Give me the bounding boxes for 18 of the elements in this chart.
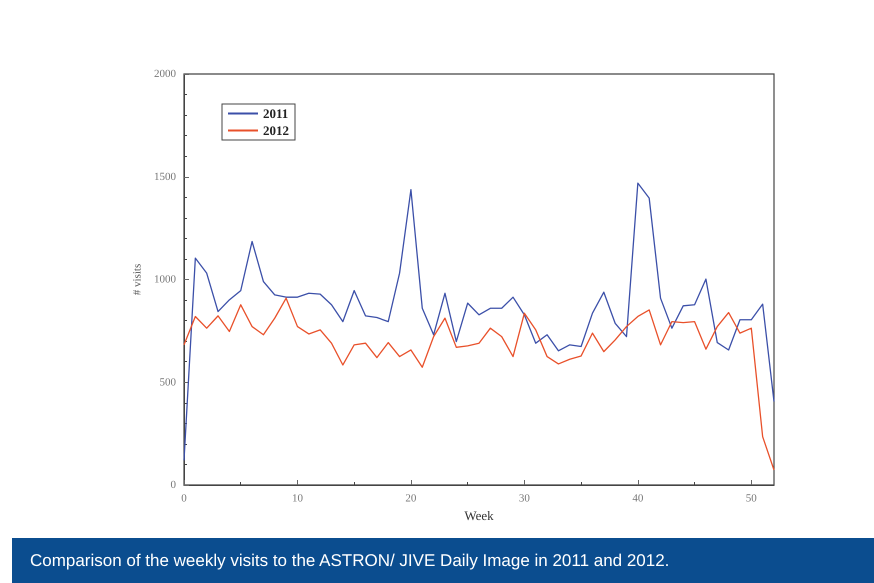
x-tick-label: 50 (746, 492, 758, 504)
x-tick-label: 10 (292, 492, 304, 504)
y-tick-label: 1000 (154, 274, 176, 286)
line-series (183, 182, 775, 461)
x-tick-label: 40 (632, 492, 644, 504)
y-tick-label: 2000 (154, 68, 176, 80)
x-tick-label: 30 (518, 492, 530, 504)
legend-label: 2011 (263, 106, 288, 121)
line-series (183, 298, 775, 471)
text: Comparison of the weekly visits to the ASTRON/ JIVE Daily Image in 2011 and 2012. (12, 538, 874, 583)
y-tick-label: 1500 (154, 170, 176, 183)
y-axis-title: # visits (132, 264, 144, 296)
x-tick-label: 0 (181, 492, 188, 504)
y-tick-label: 0 (170, 479, 176, 491)
legend-label: 2012 (263, 123, 289, 138)
x-axis-title: Week (464, 508, 494, 523)
x-tick-label: 20 (405, 492, 417, 504)
y-tick-label: 500 (160, 376, 176, 388)
